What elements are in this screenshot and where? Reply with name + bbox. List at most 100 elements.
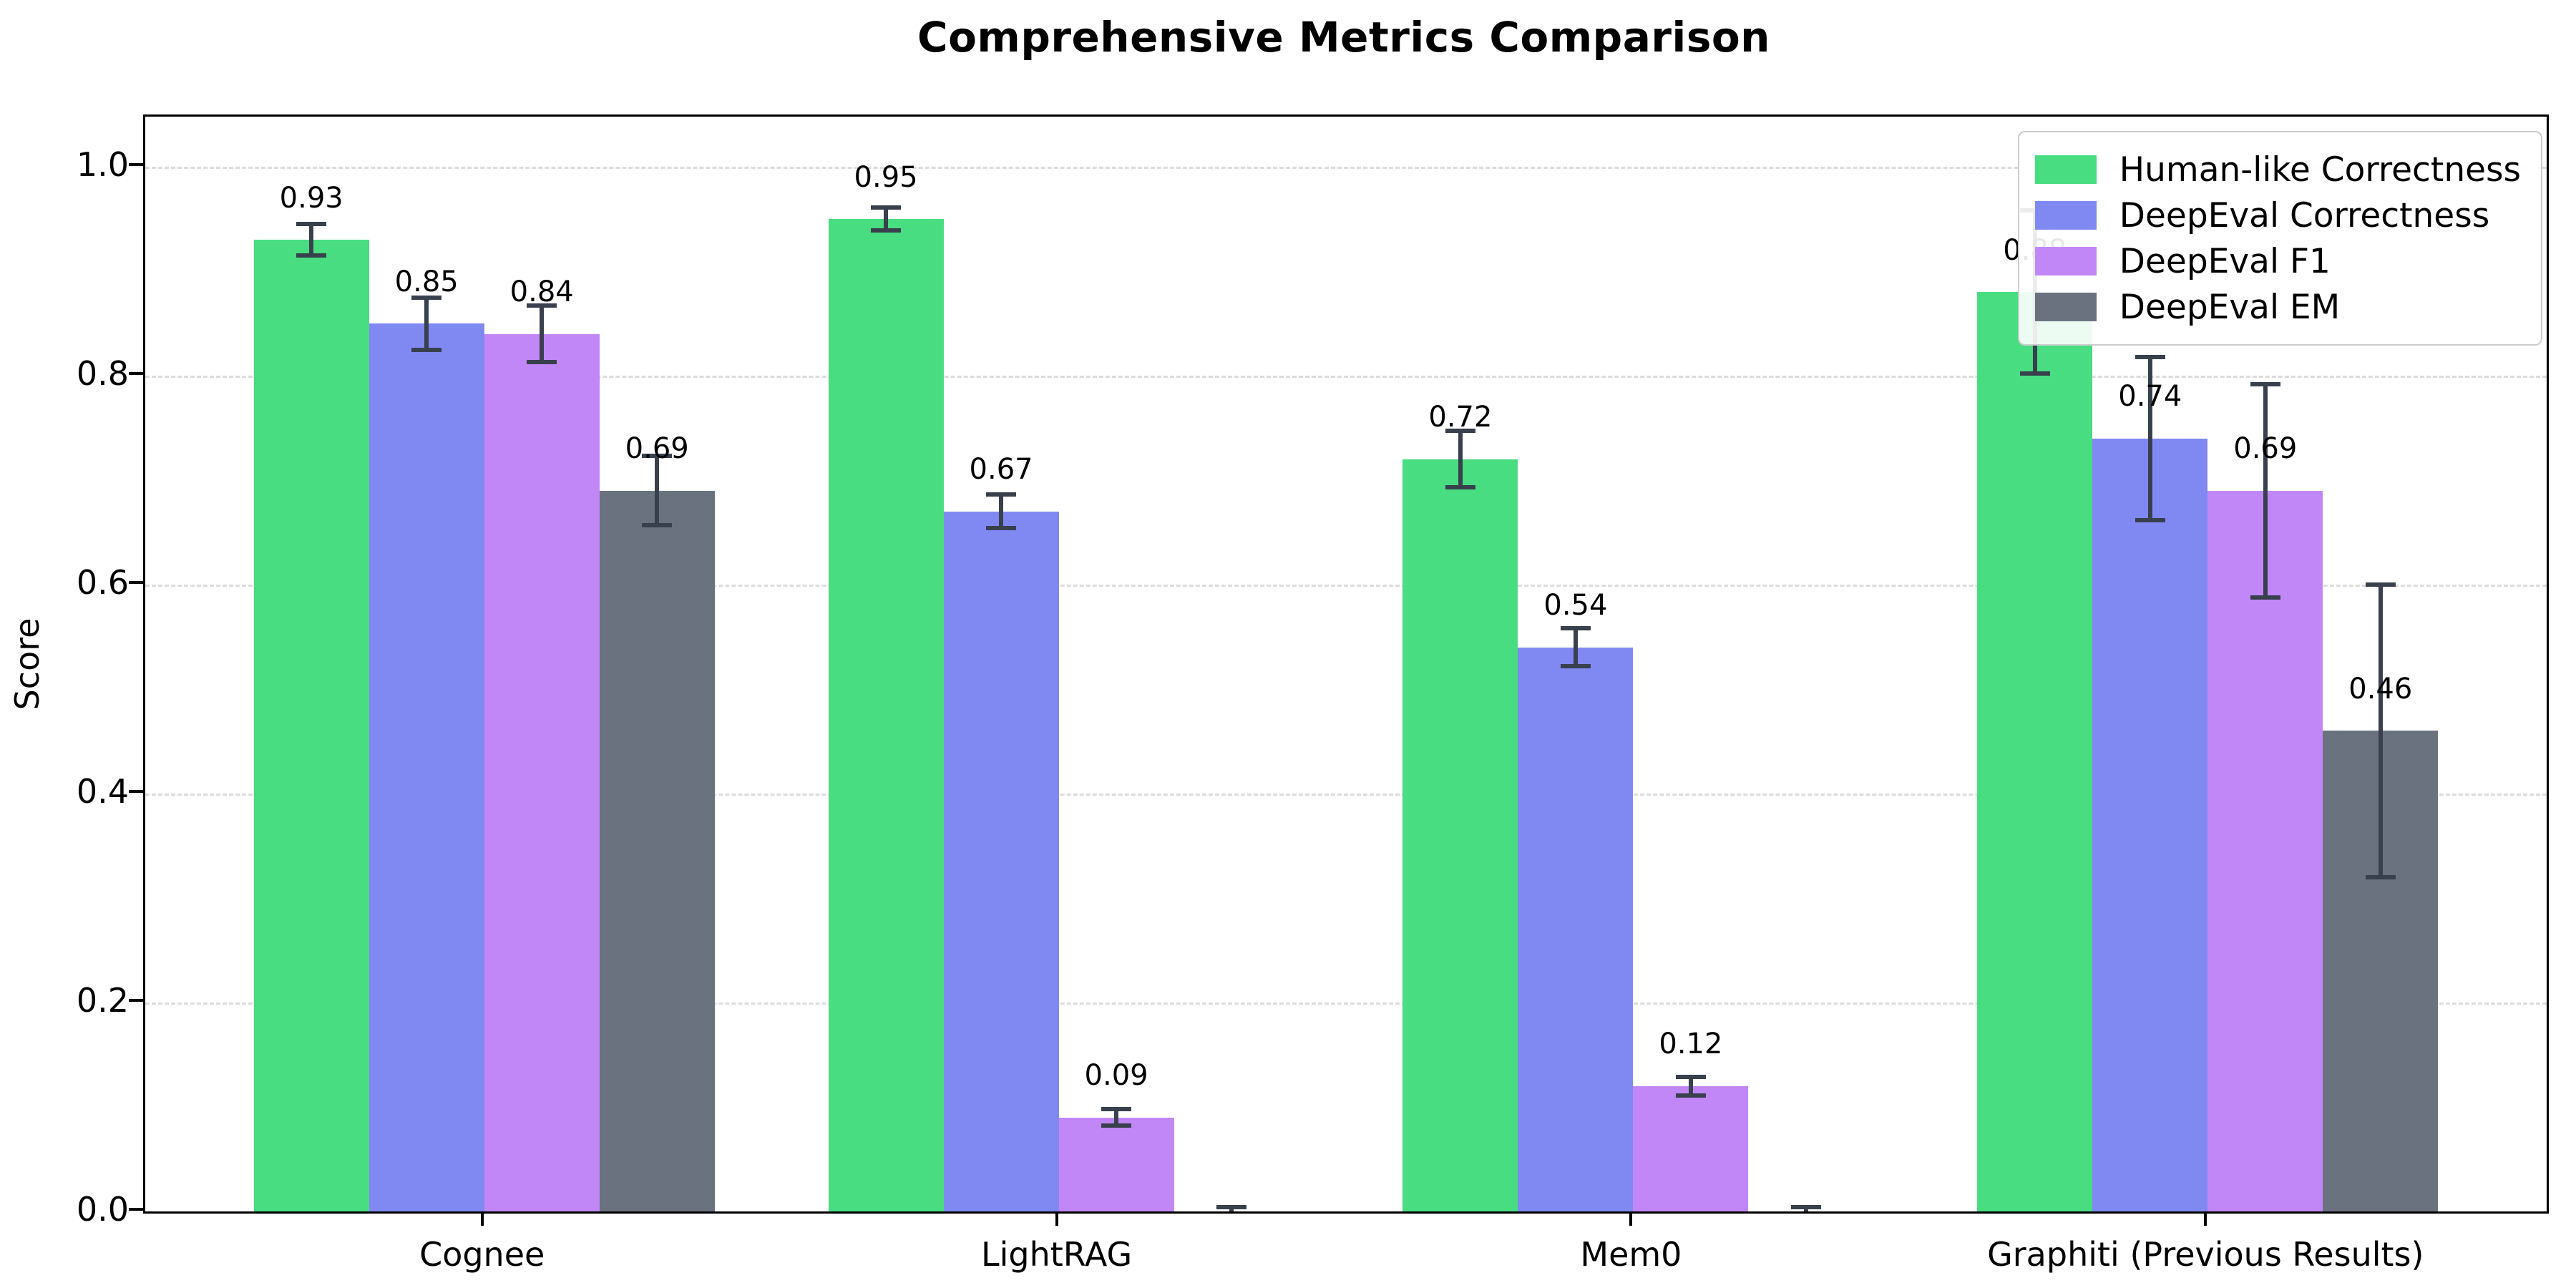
bar [599, 490, 715, 1211]
error-bar-cap [296, 222, 327, 227]
error-bar [884, 208, 889, 231]
x-tick-label: Graphiti (Previous Results) [1987, 1235, 2424, 1274]
bar-value-label: 0.54 [1543, 589, 1608, 623]
bar [1518, 647, 1634, 1211]
error-bar [1458, 431, 1463, 488]
bar-value-label: 0.12 [1659, 1028, 1723, 1061]
error-bar-cap [527, 303, 557, 308]
bar-value-label: 0.95 [854, 160, 918, 194]
bar-value-label: 0.09 [1084, 1059, 1148, 1093]
bar [369, 323, 484, 1211]
x-tick-label: Mem0 [1580, 1235, 1682, 1274]
y-tick-mark [129, 999, 143, 1002]
error-bar [2147, 356, 2152, 520]
error-bar-cap [1790, 1205, 1821, 1210]
x-tick-mark [1629, 1211, 1633, 1226]
x-tick-label: LightRAG [980, 1235, 1133, 1274]
gridline [145, 376, 2547, 379]
error-bar [540, 306, 545, 363]
error-bar [999, 494, 1004, 529]
error-bar-cap [411, 347, 442, 352]
x-tick-mark [1055, 1211, 1058, 1226]
error-bar-cap [642, 454, 673, 459]
gridline [145, 1002, 2547, 1005]
legend-label: DeepEval F1 [2119, 241, 2331, 281]
legend-swatch [2034, 201, 2097, 230]
error-bar [424, 297, 429, 350]
legend-swatch [2034, 247, 2097, 275]
error-bar [1573, 628, 1578, 666]
bar-value-label: 0.69 [2233, 432, 2298, 466]
bar [1058, 1117, 1174, 1211]
bar-value-label: 0.85 [394, 265, 459, 298]
y-tick-mark [129, 790, 143, 794]
bar-value-label: 0.72 [1428, 401, 1493, 434]
legend: Human-like Correctness DeepEval Correctne… [2017, 131, 2542, 346]
error-bar-cap [1101, 1106, 1132, 1111]
legend-item: DeepEval F1 [2034, 238, 2521, 284]
error-bar-cap [1560, 626, 1591, 631]
chart-title: Comprehensive Metrics Comparison [917, 13, 1770, 62]
error-bar-cap [986, 526, 1017, 531]
y-tick-mark [129, 581, 143, 585]
error-bar-cap [871, 228, 902, 233]
error-bar-cap [1445, 485, 1475, 490]
gridline [145, 167, 2547, 170]
plot-area: 0.93 0.85 0.84 0.69 0.95 0.67 0.09 0.72 0.54 0.12… [143, 114, 2549, 1214]
y-tick-mark [129, 372, 143, 376]
error-bar [655, 456, 660, 525]
bar-value-label: 0.67 [969, 453, 1033, 487]
bar [2207, 490, 2323, 1211]
y-tick-label: 0.0 [76, 1190, 129, 1229]
error-bar-cap [1675, 1074, 1706, 1079]
error-bar-cap [2250, 595, 2280, 600]
error-bar-cap [2365, 582, 2396, 587]
y-tick-label: 1.0 [76, 145, 129, 185]
bar-value-label: 0.46 [2348, 673, 2413, 706]
bar [943, 511, 1059, 1211]
error-bar [1114, 1108, 1119, 1126]
legend-label: Human-like Correctness [2119, 150, 2521, 190]
error-bar-cap [2135, 354, 2165, 359]
y-tick-mark [129, 1208, 143, 1211]
error-bar-cap [2135, 517, 2165, 522]
legend-item: DeepEval EM [2034, 284, 2521, 330]
legend-label: DeepEval EM [2119, 287, 2341, 327]
error-bar [2378, 585, 2383, 877]
x-tick-label: Cognee [419, 1235, 545, 1274]
bar [1633, 1085, 1749, 1211]
legend-label: DeepEval Correctness [2119, 195, 2490, 235]
error-bar-cap [296, 253, 327, 258]
bar [2092, 438, 2208, 1211]
y-tick-label: 0.6 [76, 563, 129, 602]
legend-swatch [2034, 293, 2097, 321]
x-tick-mark [480, 1211, 484, 1226]
error-bar-cap [2365, 874, 2396, 879]
y-tick-label: 0.8 [76, 354, 129, 394]
bar-value-label: 0.84 [509, 275, 574, 309]
error-bar-cap [1445, 429, 1475, 434]
error-bar-cap [1560, 663, 1591, 668]
error-bar-cap [642, 522, 673, 527]
error-bar [309, 224, 314, 256]
bar [484, 333, 600, 1211]
error-bar-cap [1101, 1123, 1132, 1128]
error-bar-cap [1216, 1205, 1247, 1210]
y-tick-mark [129, 163, 143, 167]
error-bar-cap [2019, 371, 2050, 376]
bar [1977, 292, 2093, 1211]
bar-value-label: 0.93 [279, 181, 343, 215]
gridline [145, 585, 2547, 587]
bar-value-label: 0.74 [2118, 380, 2182, 414]
x-tick-mark [2204, 1211, 2207, 1226]
bar [1402, 459, 1518, 1211]
error-bar [1688, 1076, 1693, 1096]
bar [828, 219, 944, 1211]
y-tick-label: 0.4 [76, 772, 129, 811]
error-bar-cap [2250, 381, 2280, 386]
legend-item: Human-like Correctness [2034, 147, 2521, 192]
legend-swatch [2034, 155, 2097, 184]
y-tick-label: 0.2 [76, 981, 129, 1020]
bar [253, 240, 369, 1211]
